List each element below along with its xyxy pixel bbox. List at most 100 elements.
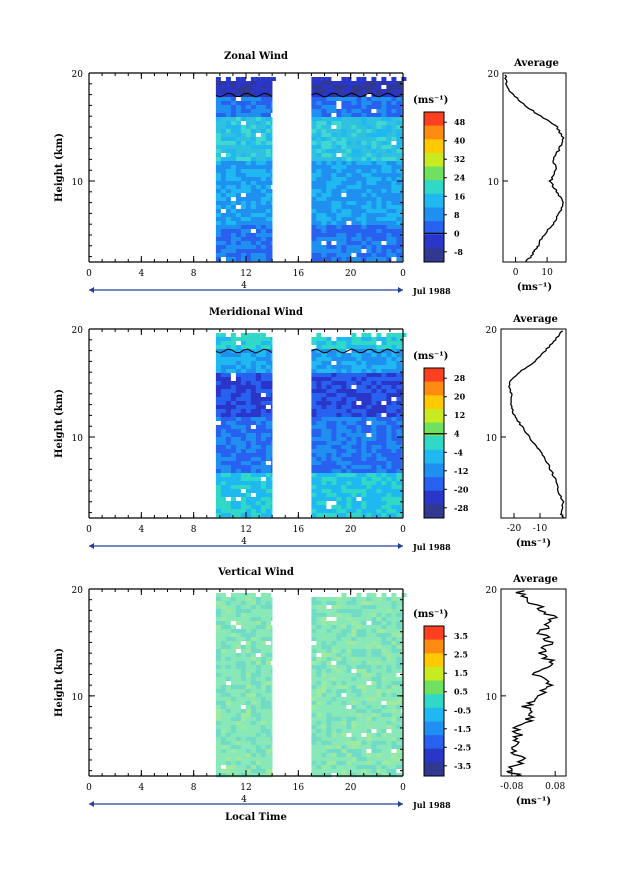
heatmap-cell (321, 637, 327, 642)
heatmap-cell (245, 693, 252, 698)
heatmap-cell (371, 149, 377, 154)
heatmap-cell (265, 721, 272, 726)
heatmap-cell (250, 93, 257, 98)
heatmap-cell (331, 493, 337, 498)
heatmap-cell (321, 641, 327, 646)
heatmap-cell (240, 157, 247, 162)
heatmap-cell (331, 665, 337, 670)
heatmap-cell (230, 113, 237, 118)
heatmap-cell (321, 429, 327, 434)
heatmap-cell (316, 89, 322, 94)
heatmap-cell (371, 353, 377, 358)
heatmap-cell (255, 465, 262, 470)
heatmap-cell (356, 237, 362, 242)
heatmap-cell (401, 473, 403, 478)
heatmap-cell (260, 177, 267, 182)
heatmap-cell (245, 125, 252, 130)
heatmap-cell (341, 337, 347, 342)
heatmap-cell (371, 481, 377, 486)
heatmap-cell (321, 449, 327, 454)
heatmap-cell (391, 625, 397, 630)
heatmap-cell (321, 401, 327, 406)
heatmap-cell (255, 81, 262, 86)
heatmap-cell (381, 165, 387, 170)
heatmap-cell (336, 673, 342, 678)
heatmap-cell (316, 221, 322, 226)
heatmap-cell (346, 177, 352, 182)
heatmap-cell (250, 169, 257, 174)
heatmap-cell (381, 217, 387, 222)
heatmap-cell (240, 493, 247, 498)
heatmap-cell (391, 729, 397, 734)
heatmap-cell (381, 665, 387, 670)
heatmap-cell (401, 773, 403, 778)
heatmap-cell (376, 513, 382, 518)
heatmap-cell (225, 717, 232, 722)
heatmap-cell (225, 97, 232, 102)
heatmap-cell (235, 497, 242, 502)
heatmap-cell (230, 509, 237, 514)
heatmap-cell (270, 689, 273, 694)
heatmap-cell (255, 153, 262, 158)
heatmap-cell (351, 757, 357, 762)
heatmap-cell (215, 641, 222, 646)
heatmap-cell (391, 705, 397, 710)
heatmap-cell (351, 669, 357, 674)
heatmap-cell (321, 97, 327, 102)
heatmap-cell (255, 773, 262, 778)
heatmap-cell (240, 249, 247, 254)
heatmap-cell (366, 213, 372, 218)
heatmap-cell (396, 197, 402, 202)
colorbar-frame (423, 367, 445, 519)
heatmap-cell (316, 433, 322, 438)
heatmap-cell (326, 717, 332, 722)
heatmap-cell (376, 213, 382, 218)
heatmap-cell (240, 685, 247, 690)
colorbar-segment (424, 680, 444, 695)
heatmap-cell (381, 365, 387, 370)
heatmap-cell (235, 93, 242, 98)
heatmap-cell (230, 129, 237, 134)
heatmap-cell (391, 373, 397, 378)
heatmap-cell (270, 677, 273, 682)
heatmap-cell (235, 177, 242, 182)
heatmap-cell (250, 713, 257, 718)
heatmap-cell (240, 393, 247, 398)
heatmap-cell (396, 221, 402, 226)
heatmap-cell (321, 253, 327, 258)
heatmap-cell (356, 381, 362, 386)
heatmap-cell (265, 173, 272, 178)
heatmap-cell (356, 741, 362, 746)
colorbar-segment (424, 762, 444, 777)
heatmap-cell (321, 757, 327, 762)
heatmap-cell (311, 201, 317, 206)
heatmap-cell (270, 377, 273, 382)
heatmap-cell (401, 385, 403, 390)
heatmap-cell (240, 509, 247, 514)
heatmap-cell (316, 437, 322, 442)
heatmap-cell (311, 173, 317, 178)
heatmap-cell (260, 77, 266, 81)
heatmap-cell (366, 653, 372, 658)
heatmap-cell (321, 177, 327, 182)
heatmap-cell (215, 237, 222, 242)
heatmap-cell (260, 209, 267, 214)
heatmap-cell (265, 165, 272, 170)
heatmap-cell (225, 93, 232, 98)
heatmap-cell (326, 245, 332, 250)
heatmap-cell (215, 497, 222, 502)
heatmap-cell (331, 437, 337, 442)
colorbar-tick-label: 32 (454, 154, 465, 164)
heatmap-cell (346, 441, 352, 446)
heatmap-cell (270, 117, 273, 122)
heatmap-cell (235, 249, 242, 254)
heatmap-cell (316, 605, 322, 610)
heatmap-cell (311, 653, 317, 658)
heatmap-cell (381, 673, 387, 678)
heatmap-cell (311, 597, 317, 602)
heatmap-cell (220, 461, 227, 466)
heatmap-cell (230, 337, 237, 342)
profile-y-tick-label: 20 (486, 586, 498, 596)
heatmap-cell (326, 125, 332, 130)
heatmap-cell (225, 161, 232, 166)
